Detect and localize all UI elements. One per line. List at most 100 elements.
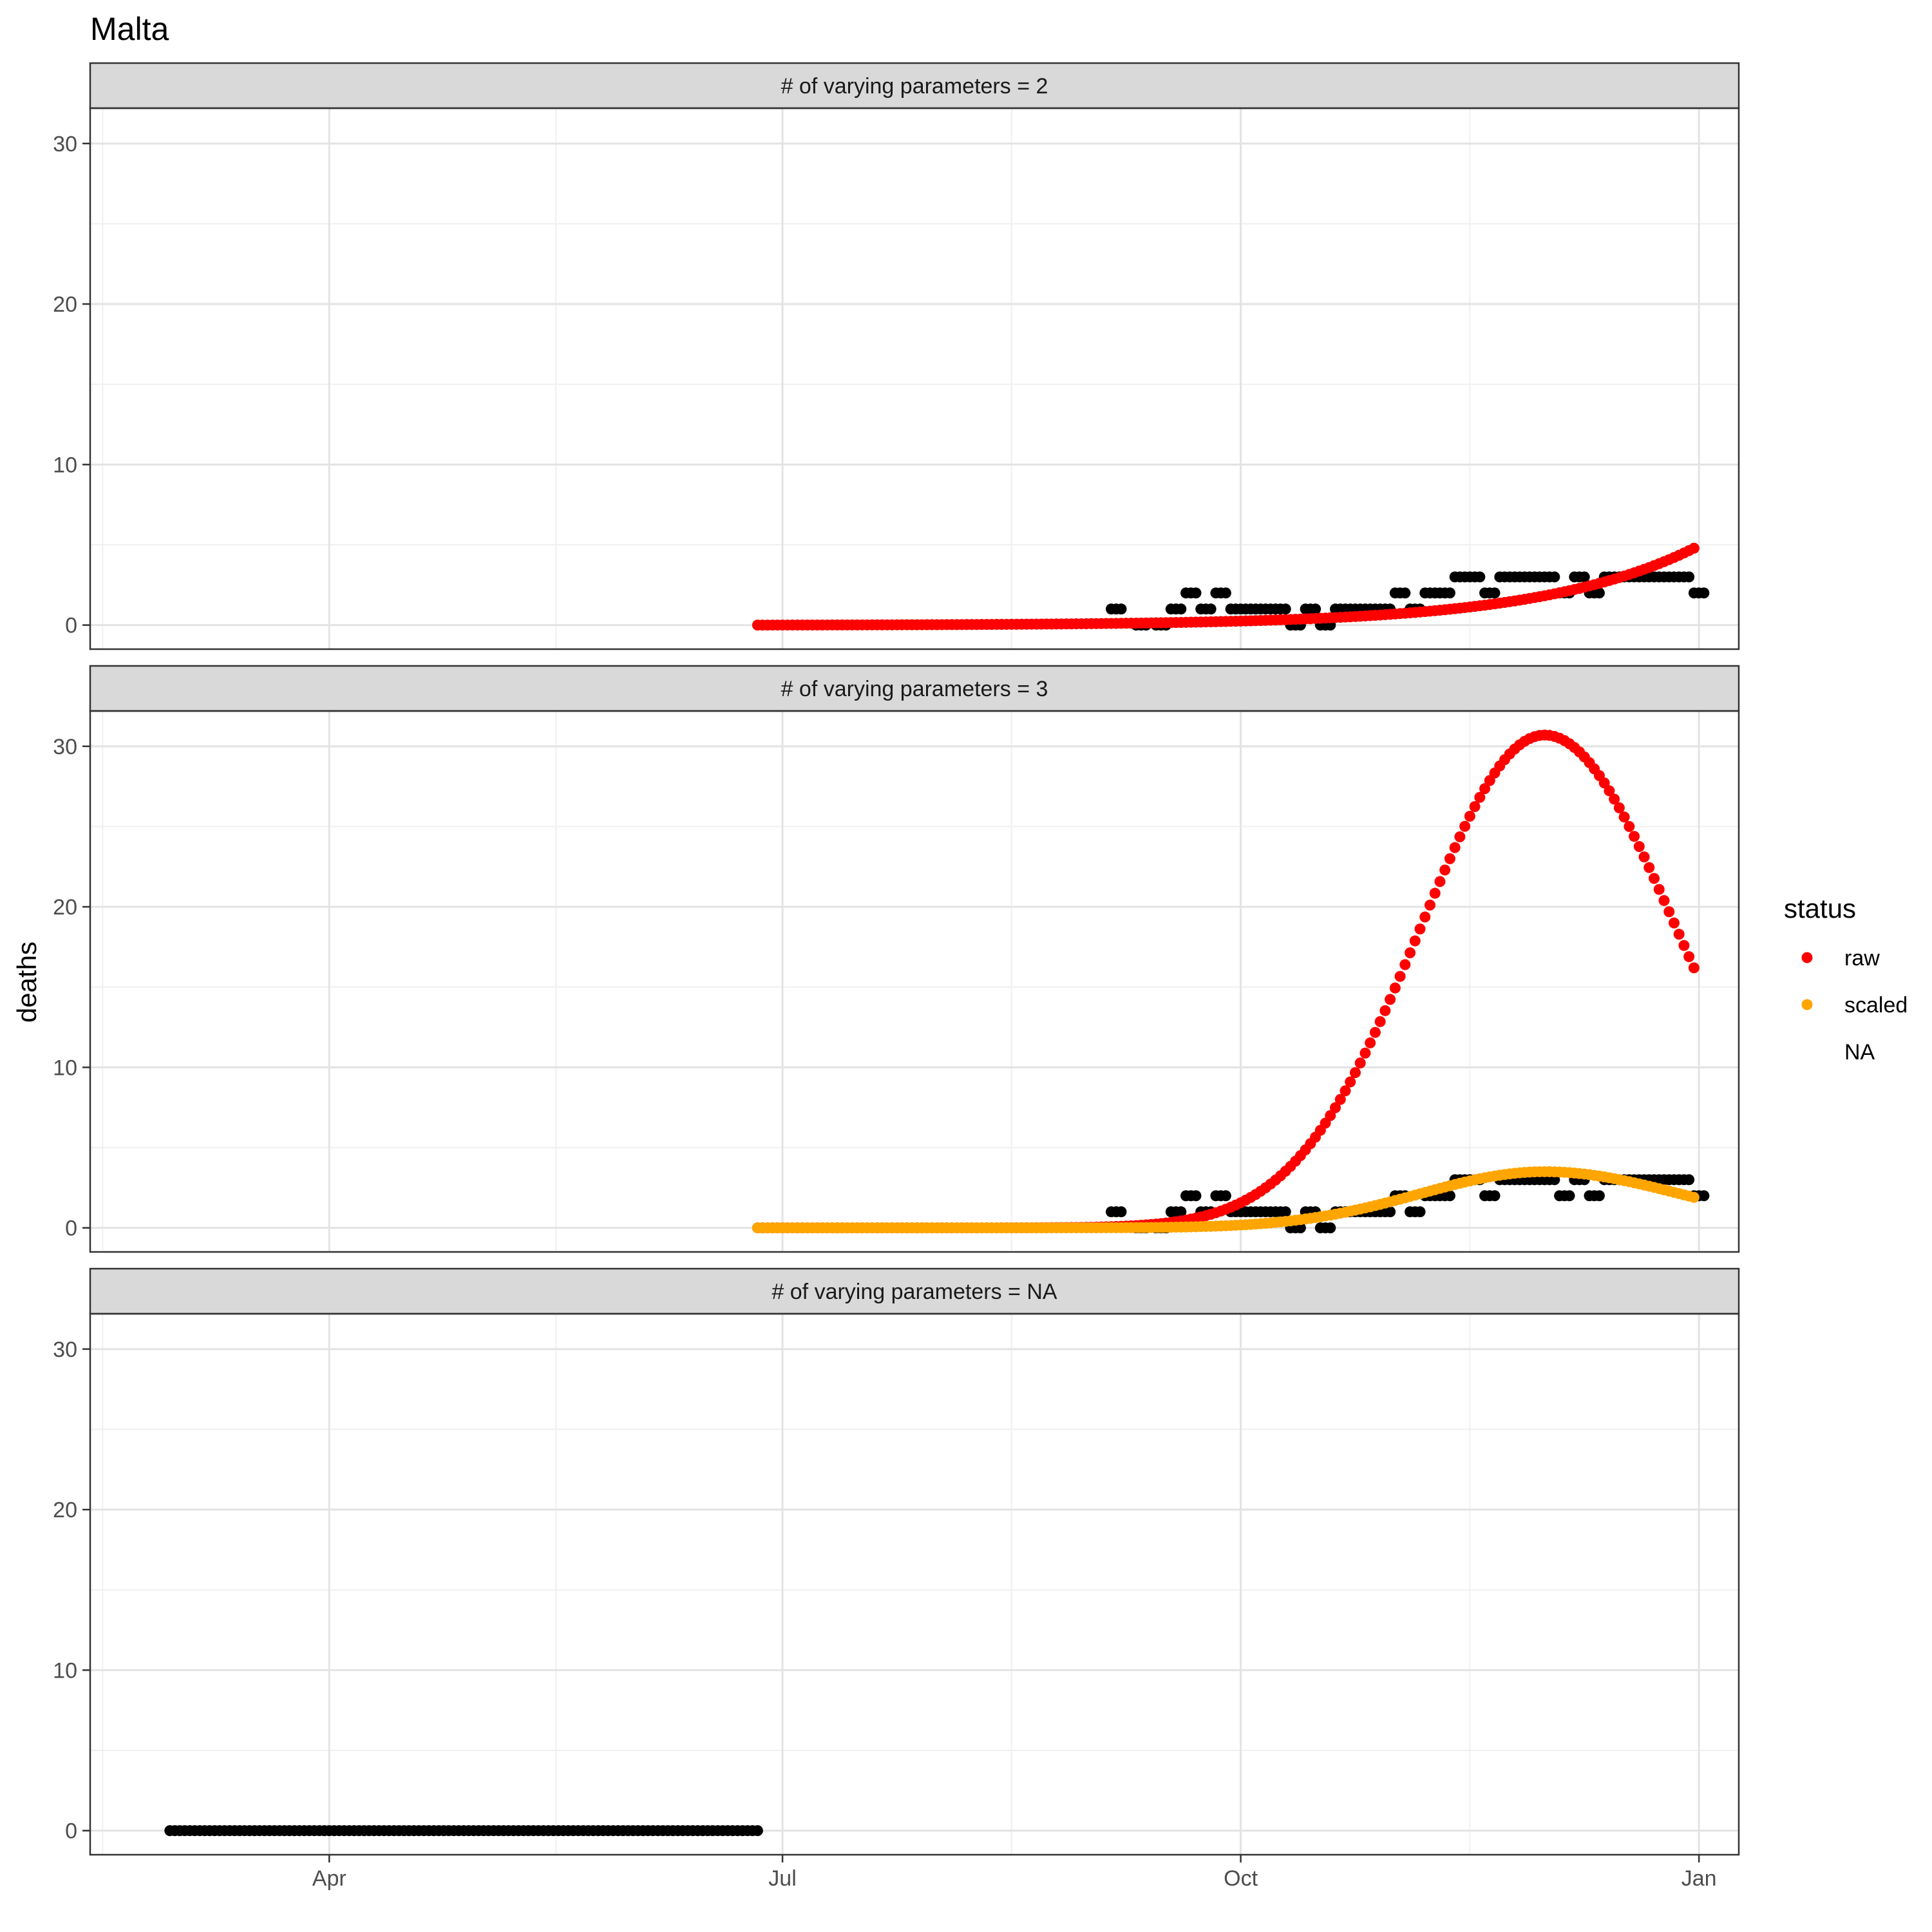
raw-point xyxy=(1434,876,1446,887)
observed-point xyxy=(1578,571,1590,583)
observed-point xyxy=(1474,571,1486,583)
panel-border xyxy=(89,710,1740,1253)
raw-point xyxy=(1663,906,1675,918)
y-tick-label: 10 xyxy=(53,453,77,477)
legend-title: status xyxy=(1784,893,1856,923)
raw-point xyxy=(1374,1016,1386,1027)
raw-point xyxy=(1454,831,1466,842)
raw-point xyxy=(1365,1037,1376,1048)
raw-point xyxy=(1678,940,1690,951)
raw-point xyxy=(1449,842,1461,853)
gridlines xyxy=(90,1314,1739,1855)
raw-point xyxy=(1385,994,1396,1005)
observed-point xyxy=(1115,603,1127,615)
raw-point xyxy=(1354,1057,1366,1069)
raw-point xyxy=(1598,777,1610,789)
raw-point xyxy=(1399,959,1411,971)
legend-label: NA xyxy=(1844,1040,1875,1065)
y-tick-label: 20 xyxy=(53,895,77,920)
raw-point xyxy=(1613,802,1625,813)
y-tick-label: 10 xyxy=(53,1056,77,1080)
panel-border xyxy=(89,107,1740,650)
raw-point xyxy=(1330,1102,1341,1113)
observed-point xyxy=(1444,587,1455,599)
observed-point xyxy=(1220,1190,1231,1202)
raw-point xyxy=(1668,917,1680,929)
observed-point xyxy=(1683,1174,1695,1186)
raw-point xyxy=(1334,1094,1346,1105)
facet-strip xyxy=(89,62,1740,109)
raw-point xyxy=(1624,820,1635,832)
observed-point xyxy=(1489,1190,1501,1202)
observed-point xyxy=(1175,603,1187,615)
x-tick-label: Oct xyxy=(1224,1866,1258,1891)
raw-point xyxy=(1394,971,1406,982)
x-tick-label: Jan xyxy=(1681,1866,1717,1891)
raw-point xyxy=(1643,862,1655,873)
panel-background xyxy=(90,108,1739,649)
raw-point xyxy=(1439,864,1451,876)
raw-point xyxy=(1474,791,1486,803)
observed-point xyxy=(1698,587,1710,599)
raw-point xyxy=(1479,783,1491,795)
facet-strip-label: # of varying parameters = 2 xyxy=(781,74,1048,99)
raw-point xyxy=(1638,851,1650,863)
y-tick-label: 30 xyxy=(53,735,77,759)
observed-point xyxy=(1564,1190,1575,1202)
series-raw xyxy=(752,729,1700,1234)
raw-point xyxy=(1459,820,1471,832)
y-tick-label: 10 xyxy=(53,1658,77,1683)
raw-point xyxy=(1369,1027,1381,1038)
raw-point xyxy=(1469,800,1481,812)
legend: status raw scaled NA xyxy=(1784,893,1908,1065)
raw-point xyxy=(1424,899,1435,911)
raw-point xyxy=(1444,853,1455,864)
observed-point xyxy=(1385,1206,1396,1218)
raw-point xyxy=(1419,911,1431,923)
legend-key xyxy=(1801,999,1813,1010)
raw-point xyxy=(1609,793,1620,805)
observed-point xyxy=(1280,603,1291,615)
y-tick-label: 30 xyxy=(53,132,77,156)
observed-point xyxy=(1593,1190,1605,1202)
observed-point xyxy=(1220,587,1231,599)
raw-point xyxy=(1653,884,1665,895)
y-axis-title: deaths xyxy=(12,942,42,1023)
observed-point xyxy=(1549,571,1560,583)
raw-point xyxy=(1389,982,1401,994)
y-tick-label: 20 xyxy=(53,1498,77,1522)
legend-item: scaled xyxy=(1801,993,1908,1018)
observed-point xyxy=(1698,1190,1710,1202)
raw-point xyxy=(1345,1076,1356,1088)
raw-point xyxy=(1464,810,1475,822)
observed-point xyxy=(1414,1206,1426,1218)
facet-panel: # of varying parameters = 2 0 10 20 30 xyxy=(53,62,1740,650)
panel-background xyxy=(90,711,1739,1252)
x-tick-label: Apr xyxy=(312,1866,346,1891)
raw-point xyxy=(1409,935,1421,947)
raw-point xyxy=(1414,923,1426,934)
gridlines xyxy=(90,108,1739,649)
raw-point xyxy=(1604,785,1615,797)
legend-item: raw xyxy=(1801,946,1880,971)
y-tick-label: 0 xyxy=(65,1819,77,1844)
raw-point xyxy=(1325,1110,1336,1121)
raw-point xyxy=(1618,811,1630,823)
facet-strip-label: # of varying parameters = 3 xyxy=(781,677,1048,701)
scaled-point xyxy=(1688,1191,1700,1203)
observed-point xyxy=(1175,1206,1187,1218)
series-scaled xyxy=(752,1166,1700,1234)
legend-item: NA xyxy=(1844,1040,1875,1065)
raw-point xyxy=(1673,929,1685,940)
observed-point xyxy=(1444,1190,1455,1202)
raw-point xyxy=(1429,887,1441,899)
observed-point xyxy=(1190,1190,1202,1202)
raw-point xyxy=(1688,542,1700,554)
y-tick-label: 0 xyxy=(65,1217,77,1241)
observed-point xyxy=(1489,587,1501,599)
observed-point xyxy=(1205,603,1217,615)
observed-point xyxy=(752,1825,763,1837)
legend-key xyxy=(1801,952,1813,963)
chart-title: Malta xyxy=(90,11,169,47)
